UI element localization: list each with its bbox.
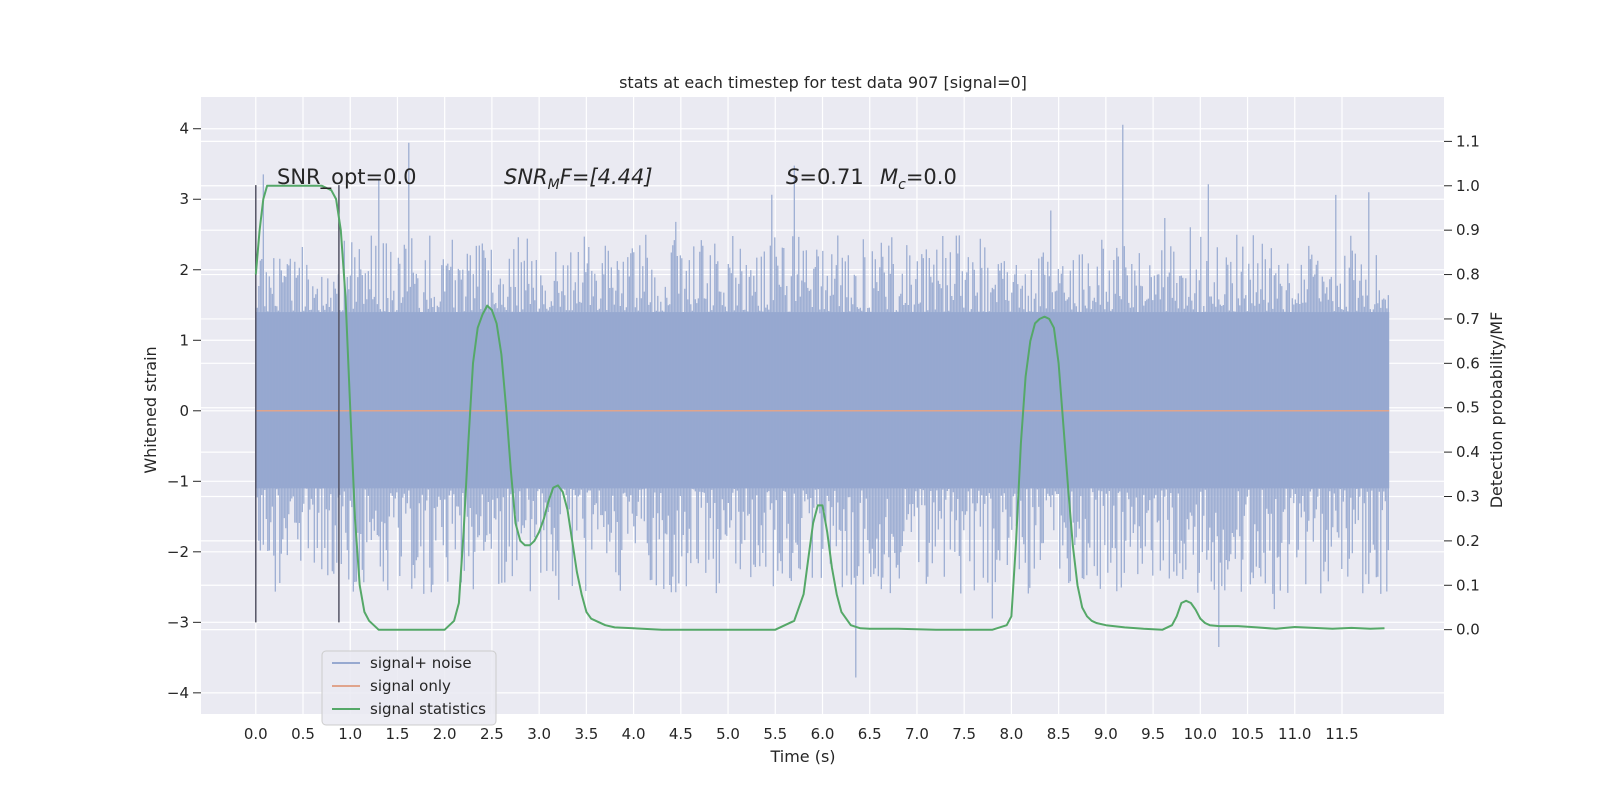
legend-label-signal-statistics: signal statistics	[370, 700, 486, 718]
y-tick-label: 3	[179, 190, 189, 208]
y-tick-label: −2	[167, 543, 189, 561]
y-tick-label: 1	[179, 331, 189, 349]
y2-axis-ticks: 1.1 1.0 0.9 0.8 0.7 0.6 0.5 0.4 0.3 0.2 0.1 0.0	[1444, 132, 1480, 639]
annotation-mc-main: M	[880, 165, 898, 189]
x-axis-ticks: 0.0 0.5 1.0 1.5 2.0 2.5 3.0 3.5 4.0 4.5 5.0 5.5 6.0 6…	[244, 725, 1359, 743]
y2-tick-label: 0.1	[1456, 576, 1480, 594]
legend-label-signal-noise: signal+ noise	[370, 654, 472, 672]
x-tick-label: 8.0	[999, 725, 1023, 743]
series-signal-noise	[255, 124, 1390, 678]
x-tick-label: 10.5	[1231, 725, 1264, 743]
x-tick-label: 11.0	[1278, 725, 1311, 743]
signal-statistics-line	[254, 184, 1385, 631]
x-tick-label: 9.0	[1094, 725, 1118, 743]
annotation-snr-opt: SNR_opt=0.0	[277, 165, 417, 190]
x-tick-label: 2.5	[480, 725, 504, 743]
y-tick-label: 0	[179, 402, 189, 420]
y2-tick-label: 0.6	[1456, 354, 1480, 372]
x-tick-label: 6.5	[858, 725, 882, 743]
x-tick-label: 1.5	[386, 725, 410, 743]
x-tick-label: 2.0	[433, 725, 457, 743]
y-tick-label: −1	[167, 472, 189, 490]
x-tick-label: 8.5	[1047, 725, 1071, 743]
annotation-s: S=0.71	[786, 165, 864, 189]
x-tick-label: 7.0	[905, 725, 929, 743]
y2-tick-label: 0.7	[1456, 310, 1480, 328]
annotation-mc-sub: c	[898, 177, 906, 193]
legend-box	[321, 650, 497, 726]
y-axis-label: Whitened strain	[141, 346, 160, 473]
x-tick-label: 0.0	[244, 725, 268, 743]
x-tick-label: 11.5	[1325, 725, 1358, 743]
x-tick-label: 5.0	[716, 725, 740, 743]
x-tick-label: 4.5	[669, 725, 693, 743]
y2-tick-label: 0.2	[1456, 532, 1480, 550]
x-tick-label: 9.5	[1141, 725, 1165, 743]
y2-tick-label: 0.3	[1456, 487, 1480, 505]
y-tick-label: −4	[167, 684, 189, 702]
chart-title: stats at each timestep for test data 907…	[619, 73, 1027, 92]
x-tick-label: 5.5	[763, 725, 787, 743]
x-tick-label: 7.5	[952, 725, 976, 743]
legend-label-signal-only: signal only	[370, 677, 451, 695]
y-axis-ticks: 4 3 2 1 0 −1 −2 −3 −4	[167, 120, 201, 702]
x-tick-label: 6.0	[811, 725, 835, 743]
annotation-mc: Mc=0.0	[880, 165, 957, 193]
y2-tick-label: 1.0	[1456, 177, 1480, 195]
annotation-s-tail: =0.71	[799, 165, 863, 189]
series-signal-statistics	[254, 184, 1385, 631]
annotation-snr-mf: SNRMF=[4.44]	[504, 165, 653, 193]
y2-tick-label: 0.5	[1456, 399, 1480, 417]
y2-tick-label: 1.1	[1456, 132, 1480, 150]
vertical-markers	[255, 185, 340, 623]
legend: signal+ noise signal only signal statist…	[321, 650, 497, 726]
annotation-mc-tail: =0.0	[906, 165, 957, 189]
y2-tick-label: 0.4	[1456, 443, 1480, 461]
y2-tick-label: 0.9	[1456, 221, 1480, 239]
annotation-snr-mf-sub: M	[548, 177, 560, 193]
x-tick-label: 4.0	[622, 725, 646, 743]
x-tick-label: 3.0	[527, 725, 551, 743]
y-tick-label: 2	[179, 261, 189, 279]
y-tick-label: 4	[179, 120, 189, 138]
x-axis-label: Time (s)	[769, 747, 835, 766]
annotation-snr-mf-main: SNR	[504, 165, 548, 189]
y-tick-label: −3	[167, 613, 189, 631]
annotation-s-main: S	[786, 165, 799, 189]
y2-axis-label: Detection probability/MF	[1487, 312, 1506, 509]
annotation-snr-mf-tail: F=[4.44]	[560, 165, 653, 189]
x-tick-label: 0.5	[291, 725, 315, 743]
y2-tick-label: 0.0	[1456, 621, 1480, 639]
x-tick-label: 3.5	[574, 725, 598, 743]
x-tick-label: 10.0	[1184, 725, 1217, 743]
y2-tick-label: 0.8	[1456, 266, 1480, 284]
x-tick-label: 1.0	[338, 725, 362, 743]
